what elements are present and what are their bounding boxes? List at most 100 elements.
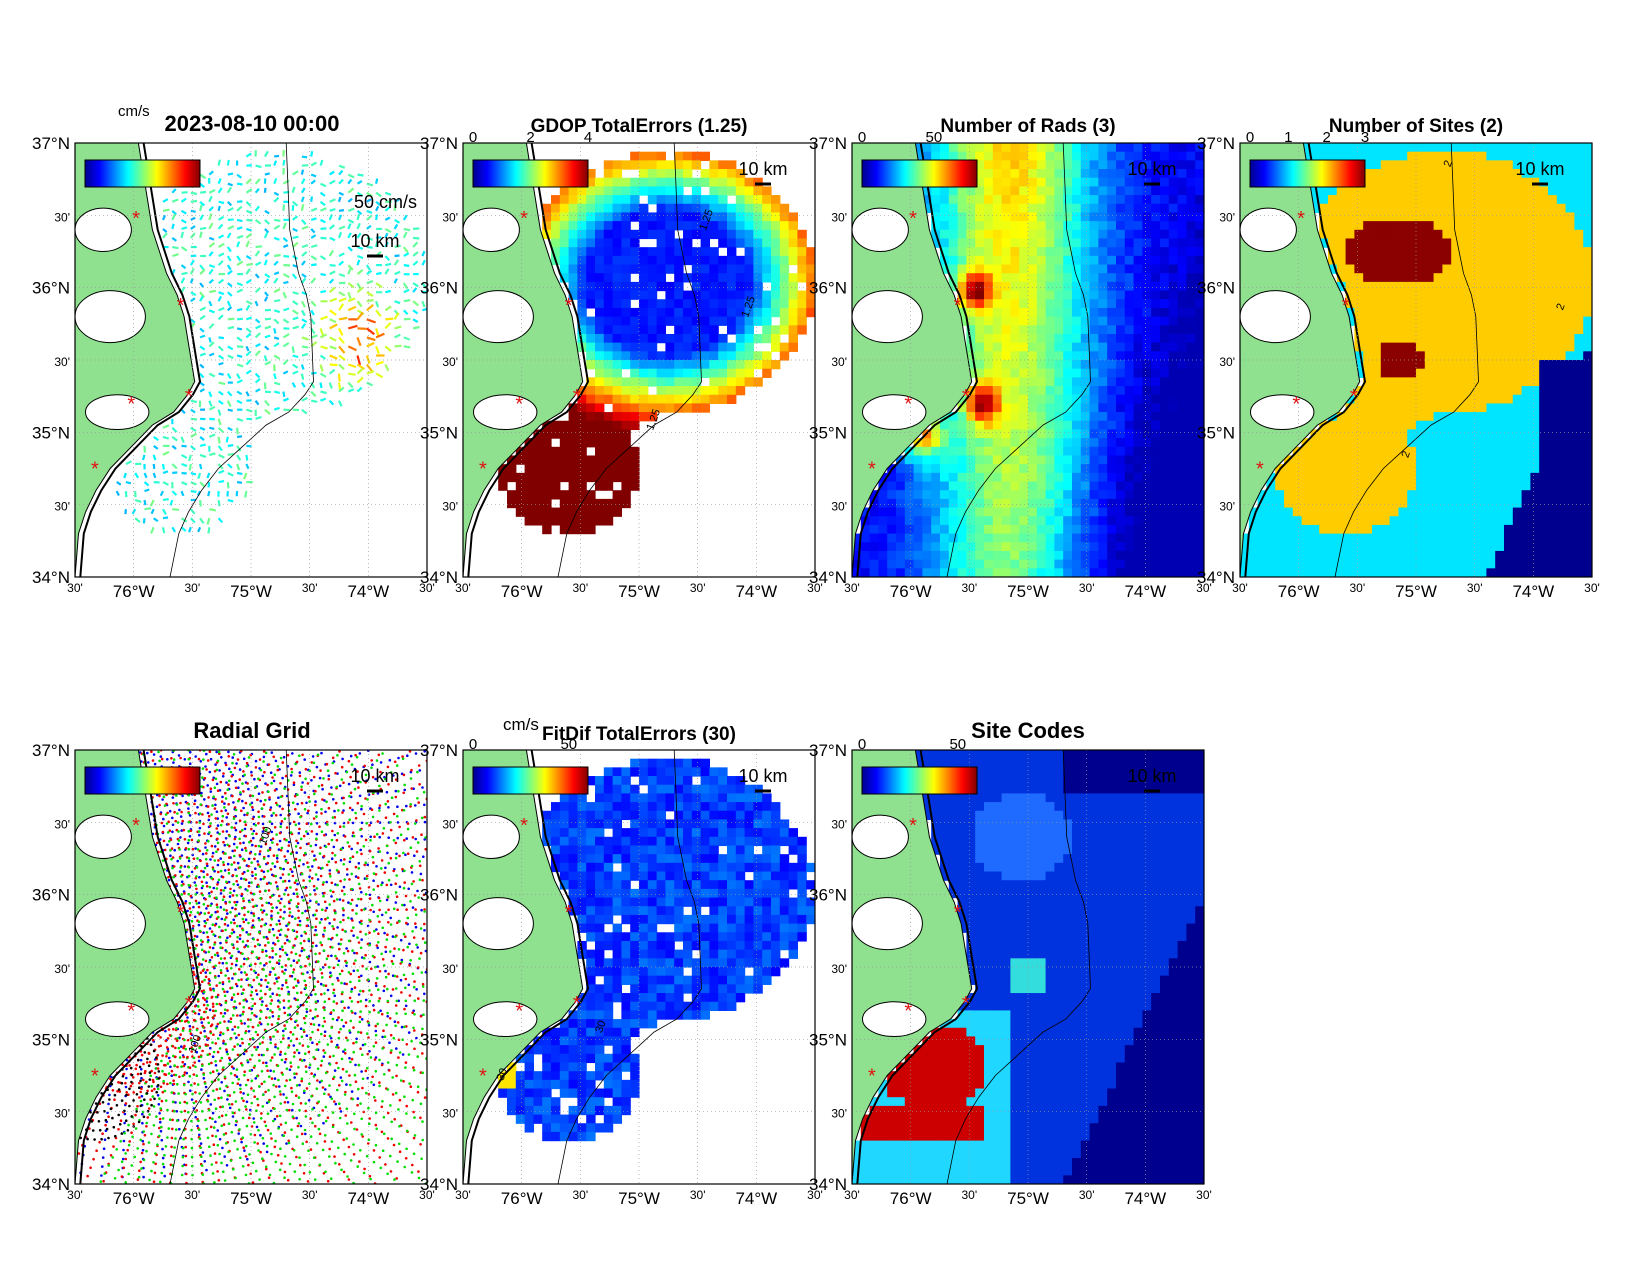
current-vector bbox=[180, 197, 187, 203]
heatmap-cell bbox=[948, 186, 959, 196]
heatmap-cell bbox=[595, 333, 605, 344]
heatmap-cell bbox=[1433, 169, 1443, 179]
heatmap-cell bbox=[665, 360, 675, 370]
heatmap-cell bbox=[656, 273, 666, 283]
current-vector bbox=[217, 205, 221, 212]
current-vector bbox=[338, 336, 345, 344]
heatmap-cell bbox=[1036, 325, 1047, 335]
current-vector bbox=[245, 201, 252, 207]
current-vector bbox=[300, 178, 306, 185]
heatmap-cell bbox=[603, 498, 614, 509]
heatmap-cell bbox=[727, 212, 737, 222]
current-vector bbox=[300, 382, 306, 388]
current-vector bbox=[338, 178, 344, 185]
heatmap-cell bbox=[639, 386, 649, 396]
heatmap-cell bbox=[1530, 481, 1540, 491]
heatmap-cell bbox=[524, 464, 534, 474]
heatmap-cell bbox=[957, 524, 967, 535]
heatmap-cell bbox=[1354, 472, 1364, 483]
current-vector bbox=[190, 318, 196, 324]
heatmap-cell bbox=[1530, 386, 1540, 396]
heatmap-cell bbox=[1389, 229, 1399, 240]
heatmap-cell bbox=[1372, 412, 1382, 422]
heatmap-cell bbox=[1151, 429, 1161, 439]
heatmap-cell bbox=[700, 360, 710, 370]
heatmap-cell bbox=[691, 273, 702, 283]
heatmap-cell bbox=[1028, 203, 1038, 214]
heatmap-cell bbox=[1407, 299, 1417, 309]
current-vector bbox=[394, 300, 401, 305]
heatmap-cell bbox=[1565, 420, 1575, 431]
heatmap-cell bbox=[1583, 550, 1592, 561]
heatmap-cell bbox=[1028, 316, 1038, 326]
heatmap-cell bbox=[1168, 386, 1179, 396]
lon-tick-label: 30' bbox=[1350, 581, 1366, 595]
current-vector bbox=[347, 232, 352, 239]
heatmap-cell bbox=[1098, 464, 1108, 474]
heatmap-cell bbox=[1407, 394, 1417, 404]
heatmap-cell bbox=[1124, 559, 1135, 569]
heatmap-cell bbox=[1407, 151, 1417, 161]
current-vector bbox=[226, 400, 232, 408]
heatmap-cell bbox=[1442, 255, 1452, 266]
heatmap-cell bbox=[940, 212, 950, 222]
heatmap-cell bbox=[1468, 203, 1479, 214]
heatmap-cell bbox=[1168, 498, 1179, 509]
current-vector bbox=[282, 204, 286, 211]
heatmap-cell bbox=[595, 325, 605, 335]
heatmap-cell bbox=[992, 412, 1003, 422]
heatmap-cell bbox=[1301, 516, 1311, 526]
heatmap-cell bbox=[1565, 481, 1575, 491]
current-vector bbox=[143, 481, 150, 487]
heatmap-cell bbox=[1416, 386, 1426, 396]
heatmap-cell bbox=[1460, 559, 1470, 569]
heatmap-cell bbox=[1151, 238, 1161, 248]
heatmap-cell bbox=[1539, 464, 1549, 474]
heatmap-cell bbox=[1336, 420, 1347, 431]
current-vector bbox=[227, 426, 233, 432]
heatmap-cell bbox=[1098, 264, 1108, 274]
heatmap-cell bbox=[992, 368, 1003, 378]
heatmap-cell bbox=[1504, 438, 1514, 448]
heatmap-cell bbox=[1407, 177, 1417, 187]
heatmap-cell bbox=[1248, 542, 1259, 552]
heatmap-cell bbox=[957, 429, 967, 439]
heatmap-cell bbox=[1380, 290, 1391, 300]
heatmap-cell bbox=[1583, 299, 1592, 309]
heatmap-cell bbox=[931, 212, 941, 222]
heatmap-cell bbox=[1512, 143, 1523, 153]
heatmap-cell bbox=[1028, 550, 1038, 561]
heatmap-cell bbox=[1284, 507, 1294, 517]
heatmap-cell bbox=[568, 412, 578, 422]
heatmap-cell bbox=[966, 195, 976, 205]
current-vector bbox=[245, 255, 252, 260]
heatmap-cell bbox=[1177, 550, 1187, 561]
heatmap-cell bbox=[1160, 221, 1170, 231]
heatmap-cell bbox=[1583, 342, 1592, 352]
current-vector bbox=[263, 232, 269, 239]
heatmap-cell bbox=[1380, 403, 1391, 413]
heatmap-cell bbox=[896, 568, 906, 577]
heatmap-cell bbox=[931, 542, 941, 552]
heatmap-cell bbox=[753, 377, 763, 387]
current-vector bbox=[226, 232, 232, 239]
heatmap-cell bbox=[639, 229, 649, 240]
heatmap-cell bbox=[568, 429, 578, 439]
heatmap-cell bbox=[1556, 264, 1567, 274]
heatmap-cell bbox=[1504, 316, 1514, 326]
heatmap-cell bbox=[630, 229, 640, 240]
current-vector bbox=[282, 359, 289, 366]
heatmap-cell bbox=[1160, 143, 1170, 153]
heatmap-cell bbox=[1072, 472, 1082, 483]
current-vector bbox=[310, 179, 316, 185]
current-vector bbox=[311, 371, 317, 375]
heatmap-cell bbox=[1416, 264, 1426, 274]
heatmap-cell bbox=[1028, 455, 1038, 465]
heatmap-cell bbox=[966, 507, 976, 517]
heatmap-cell bbox=[1521, 464, 1531, 474]
heatmap-cell bbox=[665, 316, 675, 326]
heatmap-cell bbox=[621, 360, 631, 370]
heatmap-cell bbox=[674, 325, 684, 335]
current-vector bbox=[338, 169, 344, 176]
heatmap-cell bbox=[1565, 325, 1575, 335]
